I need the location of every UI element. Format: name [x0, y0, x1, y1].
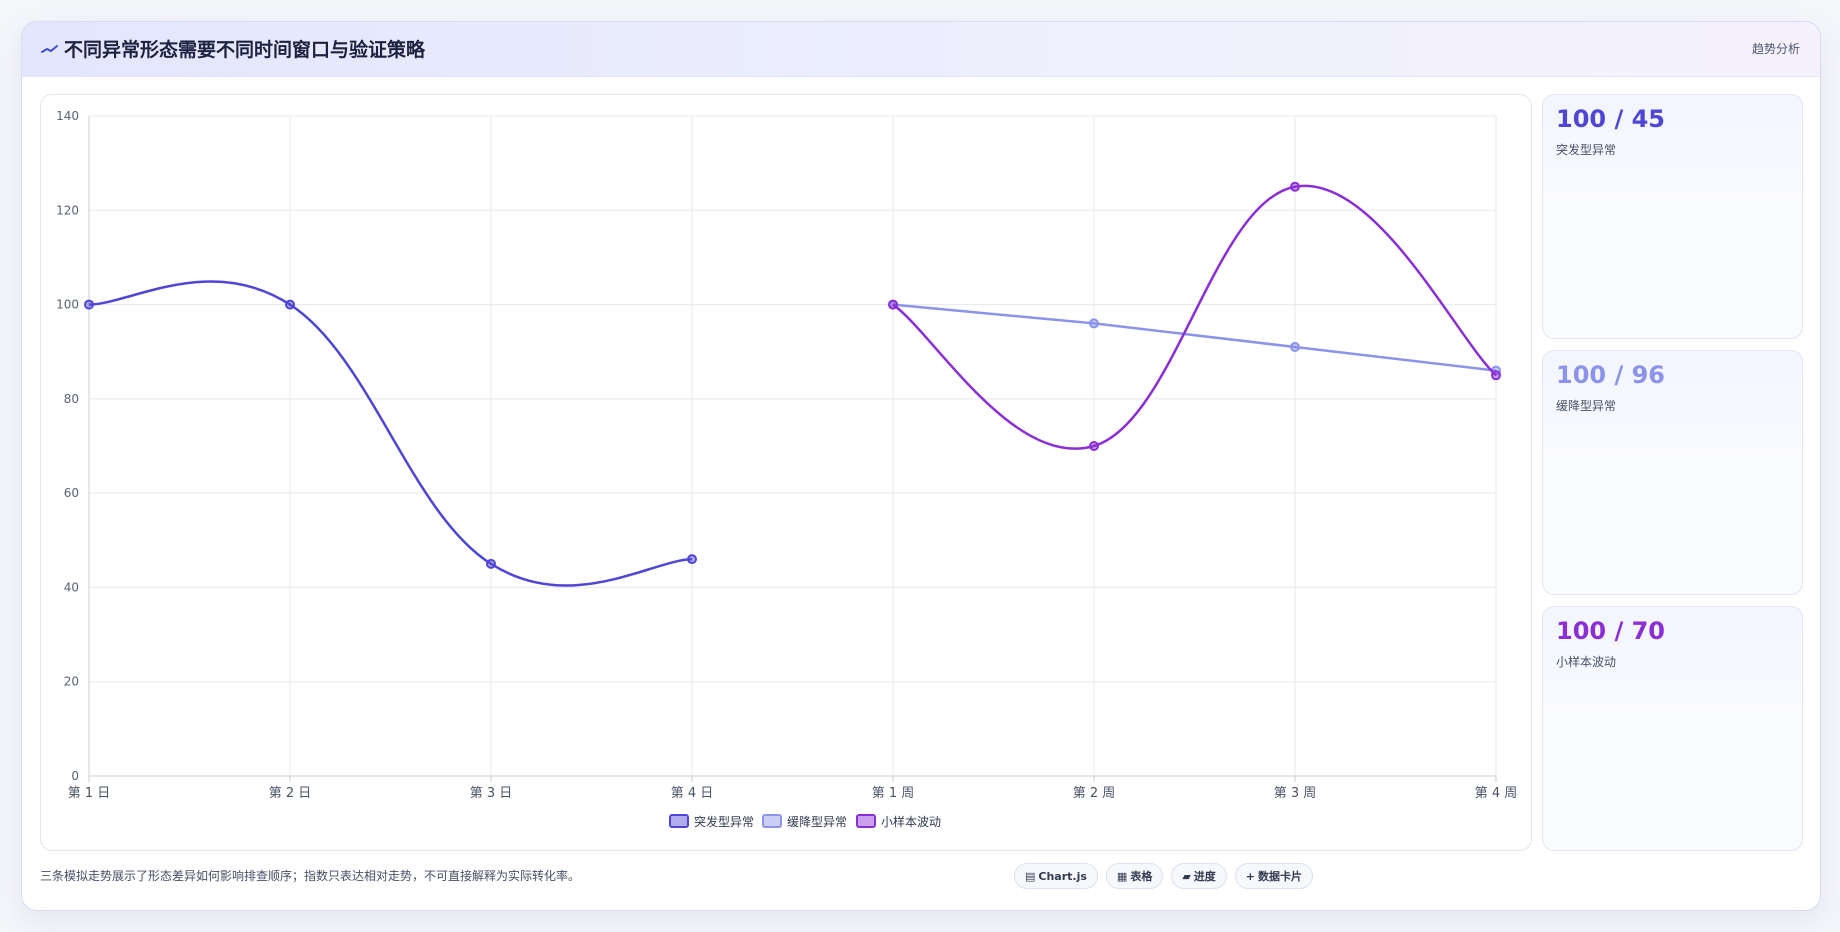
page-title: 不同异常形态需要不同时间窗口与验证策略 [64, 39, 426, 61]
trend-icon [41, 45, 58, 53]
data-point [486, 558, 496, 569]
metric-card-sudden: 100 / 45 突发型异常 [1542, 94, 1803, 339]
legend-swatch [856, 814, 876, 828]
y-tick-label: 60 [64, 486, 79, 500]
trend-analysis-tag: 趋势分析 [1751, 42, 1800, 56]
x-tick-label: 第 3 日 [470, 786, 513, 801]
x-tick-label: 第 3 周 [1274, 786, 1317, 801]
series-line [88, 280, 693, 587]
data-point [1290, 342, 1300, 352]
data-point [1491, 370, 1501, 381]
chip-data-card[interactable]: + 数据卡片 [1234, 863, 1314, 889]
data-point [285, 299, 295, 310]
metric-card-gradual: 100 / 96 缓降型异常 [1542, 350, 1803, 595]
chip-progress[interactable]: ▰ 进度 [1171, 863, 1227, 889]
data-point [888, 299, 898, 310]
card-header: 不同异常形态需要不同时间窗口与验证策略 趋势分析 [22, 22, 1820, 77]
y-tick-label: 120 [56, 203, 79, 217]
series-line [892, 303, 1497, 372]
main-card: 不同异常形态需要不同时间窗口与验证策略 趋势分析 0 20 40 60 80 100 120… [21, 21, 1821, 911]
data-point [84, 299, 94, 310]
chip-label: 数据卡片 [1258, 870, 1303, 883]
chip-bar: ▤ Chart.js ▦ 表格 ▰ 进度 + 数据卡片 [1014, 863, 1314, 889]
chip-label: Chart.js [1038, 869, 1087, 883]
metric-card-small-sample: 100 / 70 小样本波动 [1542, 606, 1803, 851]
x-tick-label: 第 4 周 [1475, 786, 1518, 801]
data-point [1089, 441, 1099, 451]
chip-label: 表格 [1130, 870, 1153, 883]
metric-label: 缓降型异常 [1556, 399, 1617, 413]
card-icon: + [1245, 869, 1256, 883]
chart-panel: 0 20 40 60 80 100 120 140 第 1 日 第 2 日 第 3 日 第 4 日 第 … [40, 94, 1532, 851]
series-line [892, 184, 1497, 450]
chip-table[interactable]: ▦ 表格 [1105, 863, 1164, 889]
chart-icon: ▤ [1025, 869, 1036, 883]
y-tick-label: 100 [56, 298, 79, 312]
legend-swatch [669, 814, 689, 828]
footnote: 三条模拟走势展示了形态差异如何影响排查顺序；指数只表达相对走势，不可直接解释为实… [40, 869, 581, 883]
x-tick-label: 第 1 日 [68, 786, 111, 801]
line-chart: 0 20 40 60 80 100 120 140 第 1 日 第 2 日 第 3 日 第 4 日 第 … [56, 109, 1518, 829]
legend-label: 突发型异常 [694, 814, 754, 829]
data-point [1290, 181, 1300, 192]
chip-chartjs[interactable]: ▤ Chart.js [1014, 863, 1098, 889]
metric-value: 100 / 96 [1556, 361, 1665, 389]
progress-icon: ▰ [1182, 869, 1191, 883]
y-tick-label: 20 [64, 675, 79, 689]
data-point [687, 554, 697, 565]
metric-label: 突发型异常 [1556, 143, 1617, 157]
table-icon: ▦ [1116, 869, 1128, 883]
legend-label: 缓降型异常 [787, 815, 847, 829]
y-tick-label: 0 [71, 769, 79, 783]
x-tick-label: 第 4 日 [671, 786, 714, 801]
y-tick-label: 80 [64, 392, 79, 406]
x-tick-label: 第 2 日 [269, 786, 312, 801]
metric-value: 100 / 45 [1556, 105, 1665, 133]
legend-label: 小样本波动 [881, 814, 941, 829]
metric-value: 100 / 70 [1556, 617, 1665, 645]
legend-swatch [762, 814, 782, 828]
x-tick-label: 第 2 周 [1073, 786, 1116, 801]
data-point [1089, 318, 1099, 329]
metric-label: 小样本波动 [1556, 655, 1617, 669]
x-tick-label: 第 1 周 [872, 786, 915, 801]
y-tick-label: 40 [64, 580, 79, 594]
chip-label: 进度 [1193, 870, 1216, 883]
y-tick-label: 140 [56, 109, 79, 123]
